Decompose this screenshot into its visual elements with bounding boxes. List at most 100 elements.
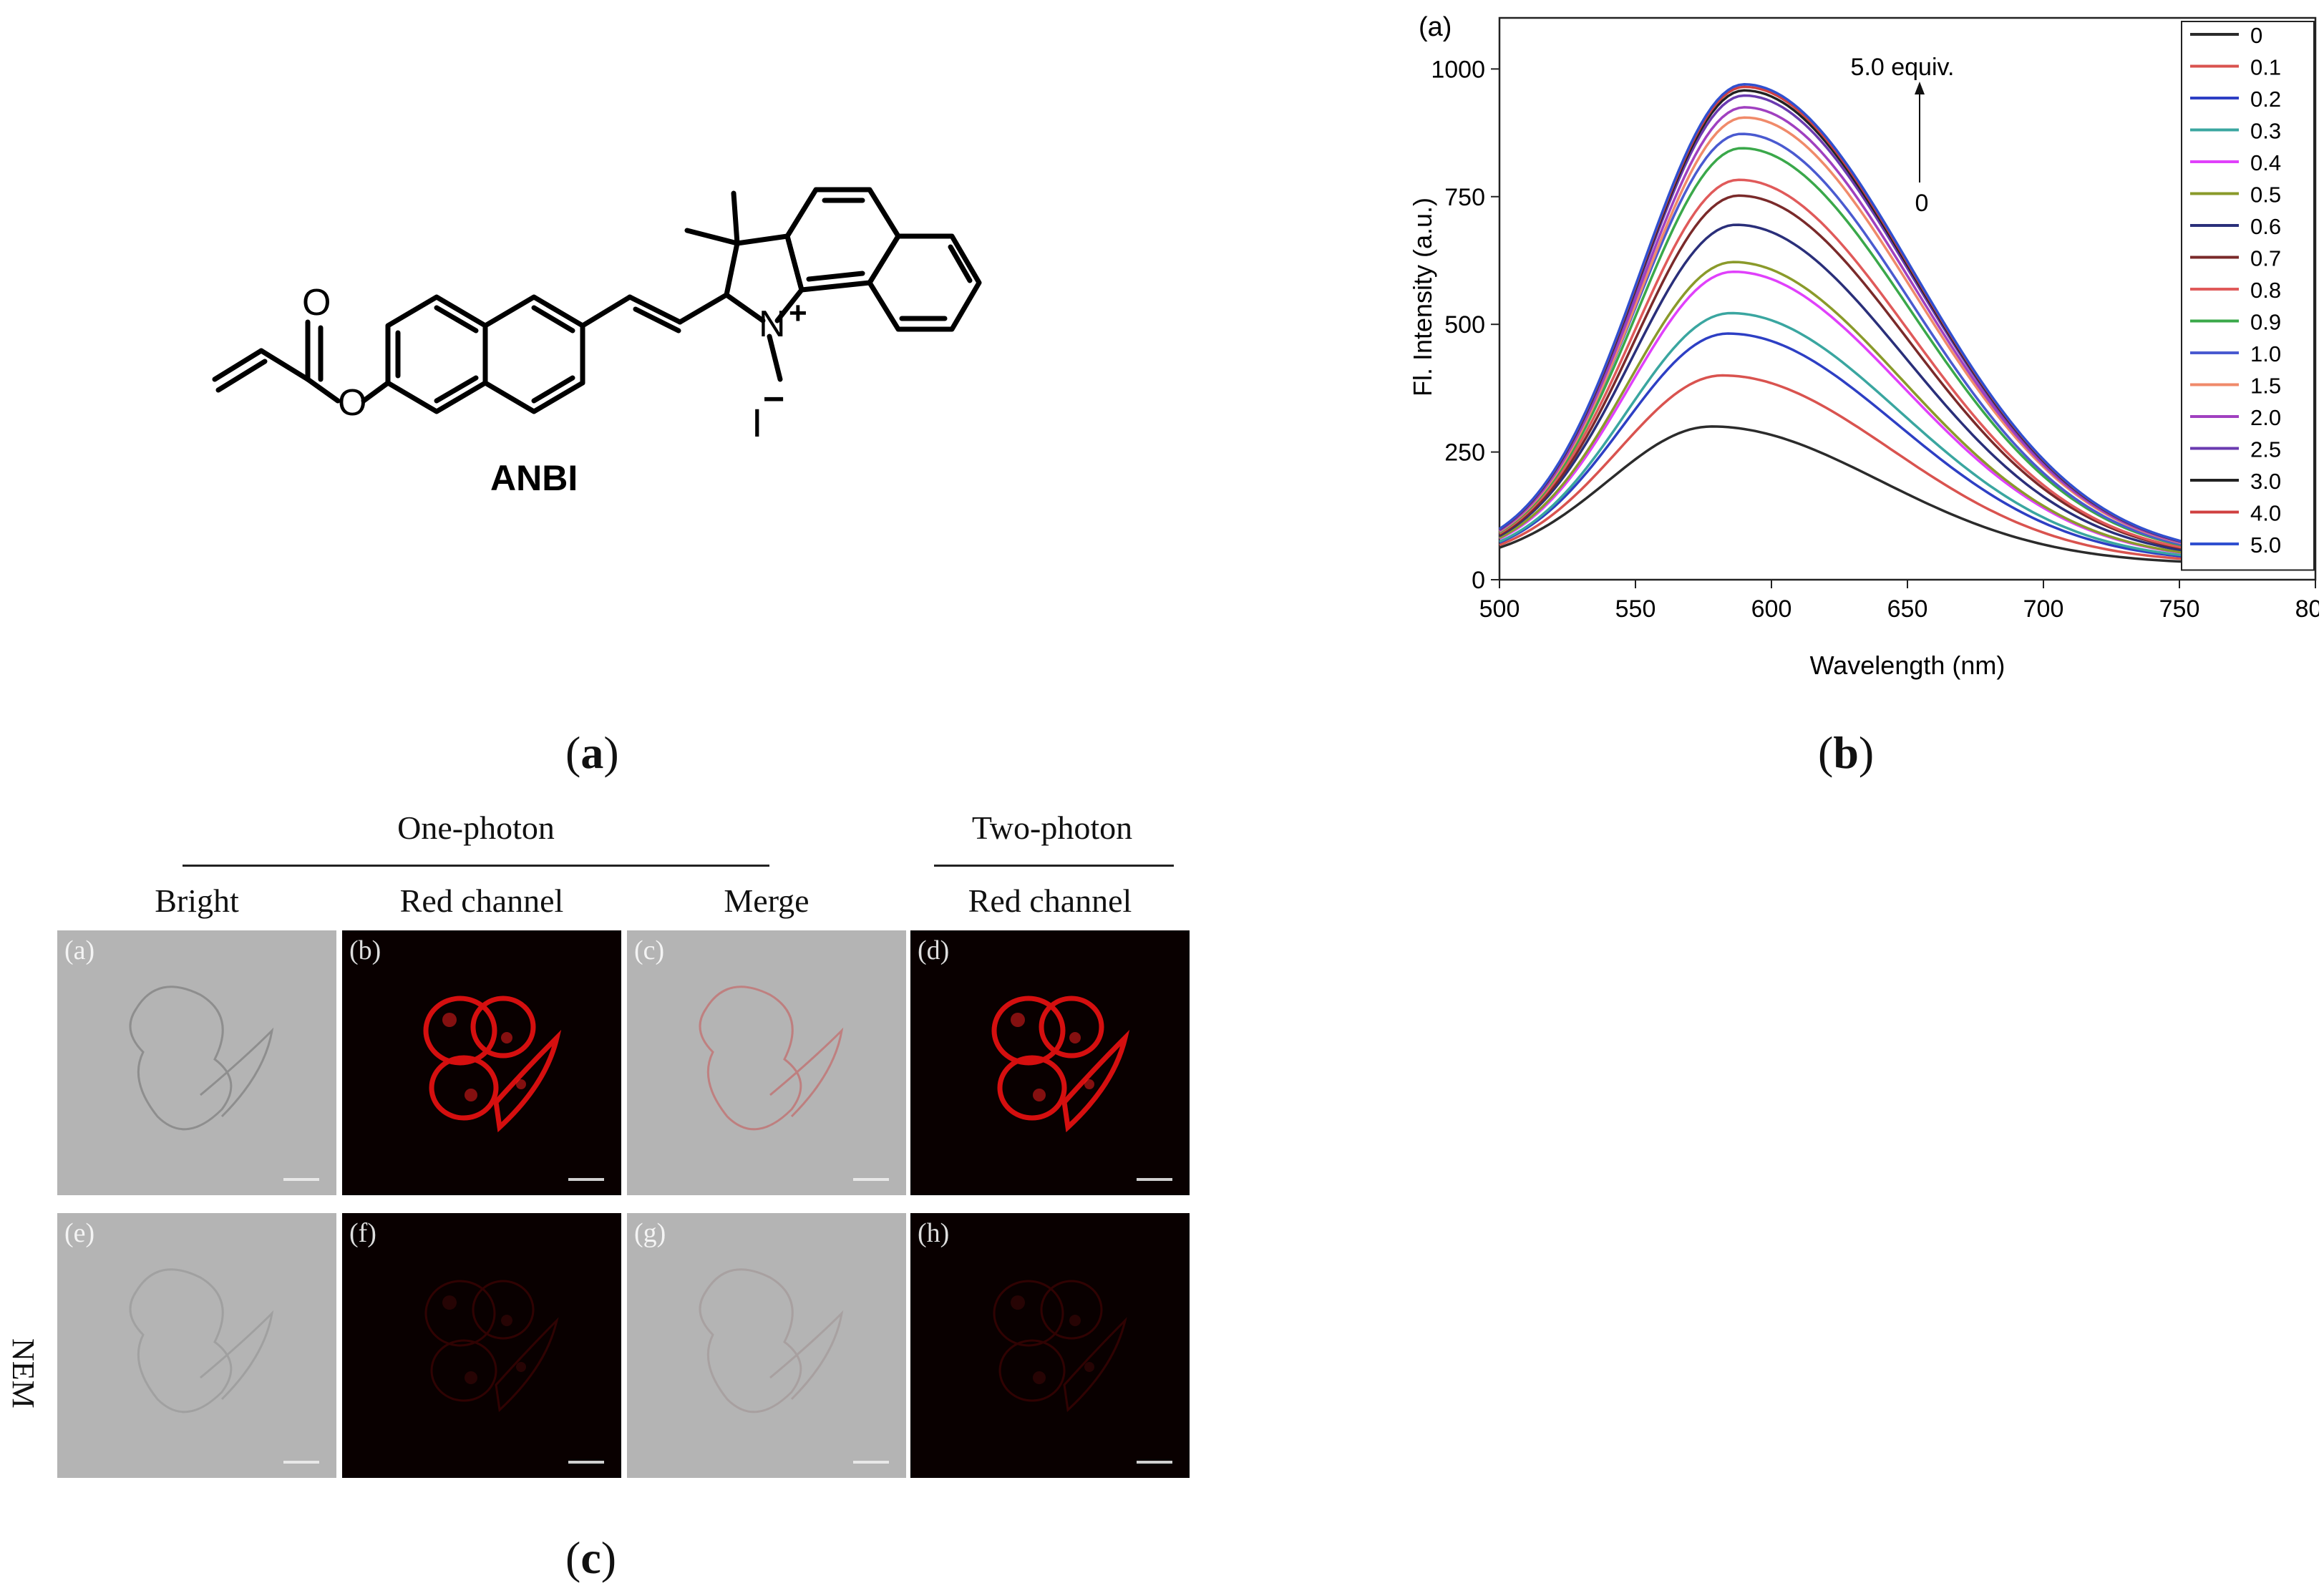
micrograph-f: (f) (342, 1213, 621, 1478)
legend-entry: 0.6 (2250, 214, 2281, 239)
y-axis-label: Fl. Intensity (a.u.) (1408, 198, 1437, 396)
ester-oxygen: O (338, 382, 366, 424)
column-header-merge: Merge (724, 882, 809, 919)
legend-entry: 2.5 (2250, 437, 2281, 462)
micrograph-image (627, 1213, 906, 1478)
y-tick-label: 1000 (1431, 56, 1485, 83)
x-tick-label: 700 (2023, 595, 2064, 623)
annotation-arrow (1915, 82, 1925, 183)
scale-bar (853, 1178, 889, 1181)
caption-c: (c) (565, 1532, 617, 1583)
micrograph-label: (e) (64, 1218, 95, 1248)
legend-entry: 0 (2250, 23, 2262, 48)
micrograph-h: (h) (910, 1213, 1190, 1478)
spectrum-series-line (1499, 132, 2207, 550)
two-photon-header: Two-photon (971, 809, 1133, 846)
scale-bar (1137, 1178, 1172, 1181)
spectrum-series-line (1499, 425, 2207, 564)
spectrum-series-line (1499, 83, 2207, 548)
x-tick-label: 550 (1615, 595, 1656, 623)
one-photon-header: One-photon (397, 809, 555, 846)
micrograph-label: (g) (634, 1218, 666, 1248)
legend-entry: 0.3 (2250, 119, 2281, 144)
x-tick-label: 600 (1751, 595, 1792, 623)
spectrum-series-line (1499, 194, 2207, 554)
legend-entry: 0.2 (2250, 87, 2281, 112)
legend-box (2181, 21, 2315, 571)
legend-entry: 0.1 (2250, 55, 2281, 80)
spectrum-series-line (1499, 147, 2207, 551)
micrograph-image (342, 930, 621, 1195)
micrograph-label: (a) (64, 935, 95, 965)
y-tick-label: 750 (1444, 184, 1485, 211)
micrograph-g: (g) (627, 1213, 906, 1478)
spectrum-series-line (1499, 85, 2207, 548)
legend-entry: 5.0 (2250, 532, 2281, 558)
micrograph-label: (b) (349, 935, 381, 965)
spectrum-series-line (1499, 332, 2207, 560)
legend-entry: 4.0 (2250, 501, 2281, 526)
scale-bar (283, 1178, 319, 1181)
column-header-red-1: Red channel (399, 882, 564, 919)
micrograph-image (910, 930, 1190, 1195)
spectrum-series-line (1499, 106, 2207, 549)
legend-entry: 0.8 (2250, 278, 2281, 303)
iodide-ion: I (752, 400, 763, 445)
column-header-red-2: Red channel (968, 882, 1132, 919)
spectrum-series-line (1499, 311, 2207, 559)
positive-charge: + (789, 296, 807, 331)
legend-entry: 0.5 (2250, 183, 2281, 208)
scale-bar (283, 1461, 319, 1464)
spectrum-series-line (1499, 89, 2207, 548)
micrograph-label: (h) (918, 1218, 950, 1248)
scale-bar (568, 1461, 604, 1464)
micrograph-image (910, 1213, 1190, 1478)
micrograph-label: (f) (349, 1218, 376, 1248)
micrograph-b: (b) (342, 930, 621, 1195)
x-tick-label: 750 (2159, 595, 2200, 623)
nitrogen-atom: N (759, 303, 786, 345)
scale-bar (568, 1178, 604, 1181)
iodide-charge: − (763, 379, 784, 420)
micrograph-label: (d) (918, 935, 950, 965)
x-tick-label: 800 (2295, 595, 2319, 623)
fluorescence-chart: 500 550 600 650 700 750 800 0 250 500 750 1000 0 0.1… (1408, 12, 2319, 680)
y-tick-label: 500 (1444, 311, 1485, 339)
micrograph-e: (e) (57, 1213, 336, 1478)
scale-bar (1137, 1461, 1172, 1464)
micrograph-d: (d) (910, 930, 1190, 1195)
micrograph-label: (c) (634, 935, 665, 965)
caption-b: (b) (1818, 727, 1875, 778)
x-axis-label: Wavelength (nm) (1810, 651, 2005, 680)
micrograph-image (342, 1213, 621, 1478)
carbonyl-oxygen: O (302, 282, 331, 323)
y-tick-label: 250 (1444, 439, 1485, 467)
caption-a: (a) (565, 727, 619, 778)
micrograph-c: (c) (627, 930, 906, 1195)
micrograph-image (57, 930, 336, 1195)
chart-panel-label: (a) (1419, 12, 1452, 42)
x-tick-label: 650 (1887, 595, 1928, 623)
micrograph-image (57, 1213, 336, 1478)
spectrum-series-line (1499, 374, 2207, 562)
legend-entry: 0.4 (2250, 150, 2281, 175)
spectrum-series-line (1499, 94, 2207, 549)
legend-entry: 1.5 (2250, 374, 2281, 399)
micrograph-a: (a) (57, 930, 336, 1195)
two-photon-rule (934, 865, 1174, 867)
micrograph-image (627, 930, 906, 1195)
legend-entry: 1.0 (2250, 341, 2281, 366)
legend-entry: 0.9 (2250, 310, 2281, 335)
legend-entry: 0.7 (2250, 246, 2281, 271)
annotation-bottom: 0 (1915, 190, 1929, 217)
spectrum-series-line (1499, 178, 2207, 553)
legend-entry: 3.0 (2250, 469, 2281, 494)
legend-entry: 2.0 (2250, 405, 2281, 430)
x-tick-label: 500 (1479, 595, 1520, 623)
column-header-bright: Bright (155, 882, 239, 919)
spectrum-series-line (1499, 223, 2207, 555)
scale-bar (853, 1461, 889, 1464)
anbi-structure: O O N + I − ANBI (212, 187, 982, 498)
spectrum-series-line (1499, 261, 2207, 557)
one-photon-rule (183, 865, 769, 867)
